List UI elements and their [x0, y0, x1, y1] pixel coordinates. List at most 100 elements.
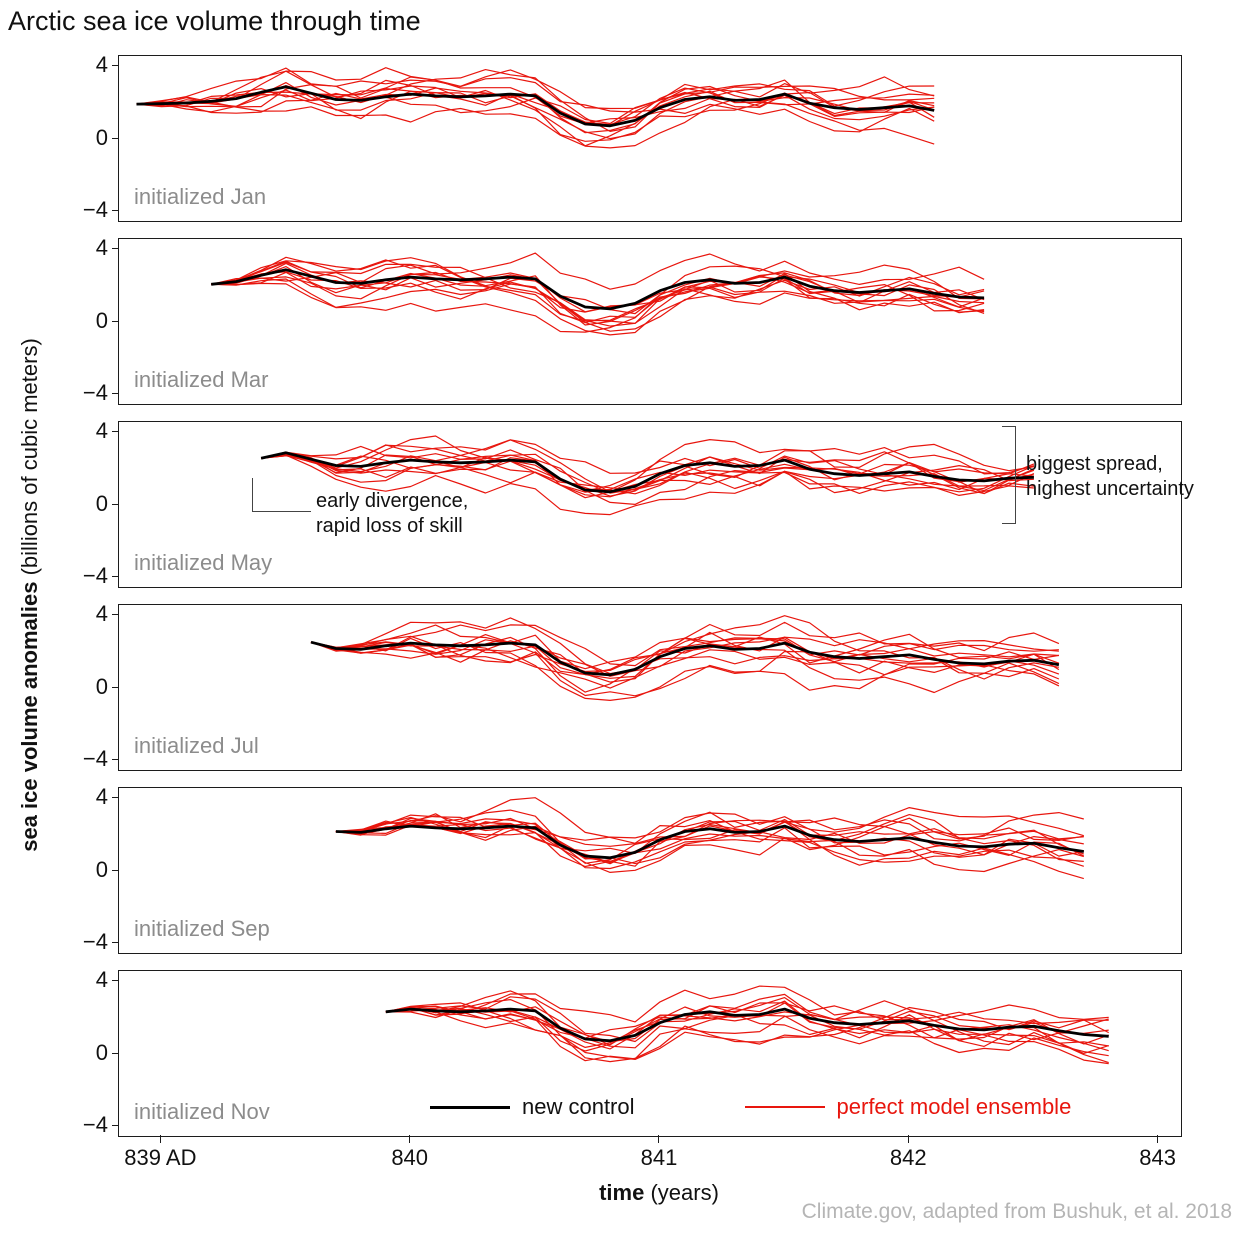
y-tick-mark — [112, 576, 118, 577]
panel-initialized-jul: 4 0 −4 initialized Jul — [0, 601, 1182, 771]
legend: new control perfect model ensemble — [430, 1094, 1071, 1120]
early-divergence-line1: early divergence, — [316, 490, 469, 512]
y-tick-label: −4 — [82, 929, 108, 954]
panel-initialized-mar: 4 0 −4 initialized Mar — [0, 235, 1182, 405]
panel-plot — [118, 421, 1182, 588]
ensemble-line — [385, 1000, 1109, 1049]
panel-plot — [118, 787, 1182, 954]
ensemble-line — [136, 67, 935, 133]
y-tick-mark — [112, 320, 118, 322]
legend-control-label: new control — [522, 1094, 635, 1119]
ensemble-line — [260, 452, 1035, 491]
ensemble-line — [136, 79, 935, 140]
credit: Climate.gov, adapted from Bushuk, et al.… — [801, 1200, 1232, 1223]
ensemble-line — [136, 69, 935, 133]
x-tick-mark — [907, 1135, 909, 1143]
ensemble-line — [385, 985, 1109, 1025]
early-divergence-bracket — [252, 478, 311, 512]
y-tick-mark — [112, 393, 118, 394]
y-tick-mark — [112, 686, 118, 688]
control-line — [385, 1007, 1109, 1043]
ensemble-line — [335, 812, 1084, 874]
control-line — [211, 268, 985, 311]
ensemble-line — [335, 821, 1084, 873]
y-tick-label: 0 — [95, 673, 108, 699]
ensemble-line-swatch — [744, 1106, 825, 1108]
y-tick-mark — [112, 614, 118, 615]
early-divergence-annotation: early divergence, rapid loss of skill — [316, 489, 468, 539]
control-line-swatch — [430, 1105, 510, 1109]
y-tick-mark — [112, 137, 118, 139]
panel-plot — [118, 55, 1182, 222]
biggest-spread-annotation: biggest spread, highest uncertainty — [1026, 452, 1194, 502]
control-line — [310, 640, 1060, 677]
y-tick-mark — [112, 1052, 118, 1054]
legend-ensemble-label: perfect model ensemble — [836, 1094, 1072, 1119]
x-tick-label: 841 — [640, 1145, 678, 1170]
ensemble-line — [310, 637, 1060, 702]
y-tick-mark — [112, 797, 118, 798]
panel-initialized-jan: 4 0 −4 initialized Jan — [0, 52, 1182, 222]
panel-label: initialized Sep — [134, 916, 270, 941]
y-tick-label: 4 — [95, 601, 108, 626]
ensemble-line — [335, 809, 1084, 880]
x-axis-title-bold: time — [599, 1180, 645, 1205]
panel-label: initialized Mar — [134, 367, 269, 392]
ensemble-line — [261, 454, 1035, 495]
y-tick-label: 0 — [95, 307, 108, 333]
ensemble-line — [310, 621, 1060, 670]
ensemble-line — [335, 817, 1084, 856]
ensemble-line — [261, 435, 1035, 497]
ensemble-line — [385, 993, 1109, 1055]
y-tick-label: 0 — [95, 856, 108, 882]
y-tick-mark — [112, 503, 118, 505]
ensemble-line — [385, 1008, 1109, 1048]
y-tick-label: 4 — [95, 784, 108, 809]
panel-label: initialized May — [134, 550, 273, 575]
ensemble-line — [136, 85, 935, 126]
panel-initialized-may: 4 0 −4 initialized May — [0, 418, 1182, 588]
panel-plot — [118, 970, 1182, 1137]
x-tick-mark — [409, 1135, 411, 1143]
ensemble-line — [310, 639, 1059, 697]
ensemble-line — [261, 454, 1034, 516]
y-tick-label: −4 — [82, 197, 108, 222]
y-tick-label: 4 — [95, 967, 108, 992]
control-line — [260, 451, 1034, 494]
chart-title: Arctic sea ice volume through time — [8, 6, 421, 36]
ensemble-line — [211, 276, 985, 333]
early-divergence-line2: rapid loss of skill — [316, 515, 463, 537]
y-tick-mark — [112, 65, 118, 66]
panel-plot — [118, 604, 1182, 771]
panel-initialized-nov: 4 0 −4 initialized Nov — [0, 967, 1182, 1137]
y-tick-label: 4 — [95, 235, 108, 260]
y-tick-label: −4 — [82, 746, 108, 771]
x-axis-title-units: (years) — [644, 1180, 719, 1205]
y-tick-mark — [112, 980, 118, 981]
y-tick-mark — [112, 759, 118, 760]
x-tick-label: 843 — [1139, 1145, 1176, 1170]
ensemble-line — [335, 814, 1084, 864]
ensemble-line — [260, 439, 1035, 499]
x-axis: 839 AD 840 841 842 843 — [0, 1135, 1240, 1181]
y-tick-label: −4 — [82, 1112, 108, 1137]
x-axis-title: time (years) — [599, 1180, 719, 1206]
ensemble-line — [260, 451, 1034, 497]
panel-label: initialized Jul — [134, 733, 259, 758]
y-tick-label: −4 — [82, 380, 108, 405]
ensemble-line — [310, 617, 1060, 675]
ensemble-line — [260, 443, 1034, 494]
control-line — [136, 85, 935, 128]
x-tick-label: 839 AD — [124, 1145, 197, 1170]
biggest-spread-bracket — [1002, 426, 1016, 524]
x-tick-mark — [159, 1135, 161, 1143]
y-tick-mark — [112, 210, 118, 211]
y-tick-mark — [112, 942, 118, 943]
y-tick-label: 0 — [95, 490, 108, 516]
y-tick-label: 0 — [95, 124, 108, 150]
biggest-spread-line2: highest uncertainty — [1026, 478, 1194, 500]
y-tick-mark — [112, 869, 118, 871]
y-tick-mark — [112, 1125, 118, 1126]
y-tick-mark — [112, 248, 118, 249]
